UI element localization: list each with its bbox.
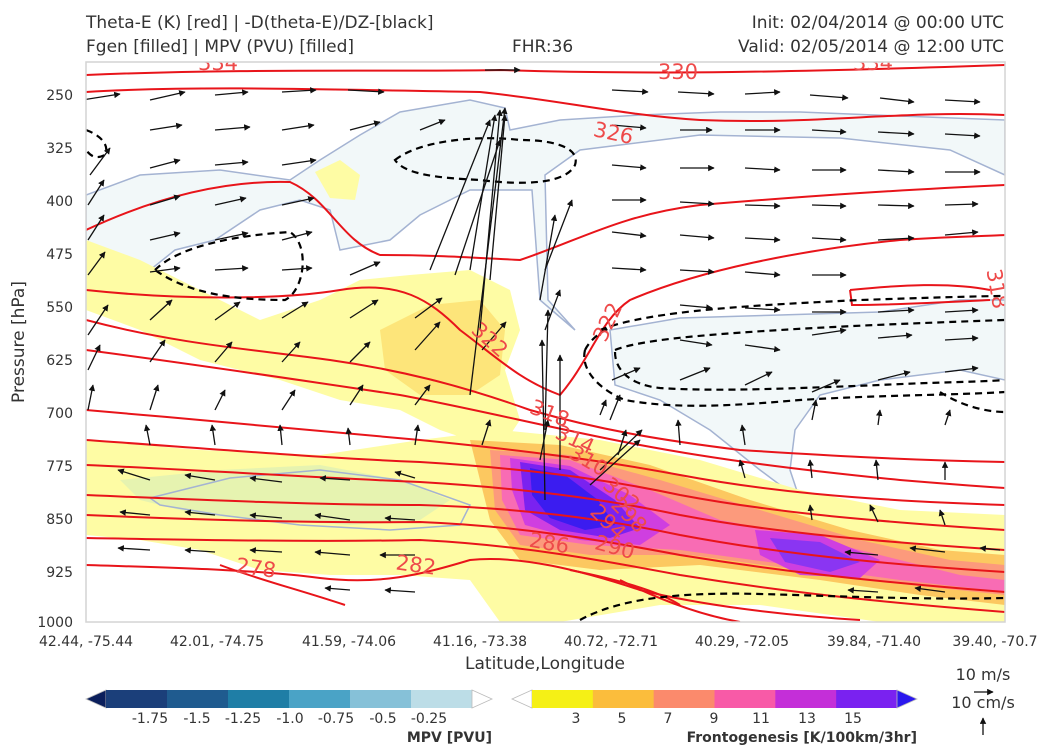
mpv-tick: -1.5: [183, 711, 210, 727]
fgen-colorbar-cell: [653, 690, 715, 708]
mpv-tick: -0.25: [411, 711, 447, 727]
mpv-colorbar-cell: [289, 690, 351, 708]
x-tick-label: 41.59, -74.06: [302, 634, 396, 650]
fgen-colorbar-label: Frontogenesis [K/100km/3hr]: [687, 730, 917, 746]
fgen-colorbar-cell: [714, 690, 776, 708]
theta-e-label: 318: [982, 267, 1013, 311]
x-tick-labels: 42.44, -75.44 42.01, -74.75 41.59, -74.0…: [39, 634, 1038, 650]
theta-e-contours: [86, 64, 1005, 622]
plot-frame: [85, 61, 1006, 623]
mpv-tick: -0.75: [318, 711, 354, 727]
forecast-hour: FHR:36: [512, 37, 574, 57]
x-tick-label: 39.84, -71.40: [827, 634, 921, 650]
y-tick-label: 850: [46, 512, 73, 528]
theta-e-label: 330: [658, 60, 698, 84]
y-tick-label: 925: [46, 565, 73, 581]
wind-key-vertical: 10 cm/s: [951, 693, 1015, 712]
mpv-colorbar-right-extend: [471, 689, 493, 709]
y-tick-label: 250: [46, 88, 73, 104]
fgen-colorbar-left-extend: [511, 689, 533, 709]
y-tick-label: 1000: [37, 615, 73, 631]
fgen-colorbar-cell: [775, 690, 837, 708]
mpv-colorbar-cell: [350, 690, 412, 708]
mpv-colorbar: -1.75 -1.5 -1.25 -1.0 -0.75 -0.5 -0.25 M…: [85, 689, 493, 746]
mpv-colorbar-cell: [228, 690, 290, 708]
fgen-colorbar-right-extend: [896, 689, 918, 709]
title-line-2: Fgen [filled] | MPV (PVU) [filled]: [86, 37, 355, 57]
x-tick-label: 41.16, -73.38: [433, 634, 527, 650]
mpv-colorbar-label: MPV [PVU]: [407, 730, 492, 746]
y-tick-labels: 250 325 400 475 550 625 700 775 850 925 …: [37, 88, 73, 631]
mpv-fill-upper: [86, 99, 1005, 331]
init-time: Init: 02/04/2014 @ 00:00 UTC: [751, 13, 1004, 33]
x-tick-label: 40.29, -72.05: [695, 634, 789, 650]
mpv-colorbar-cell: [167, 690, 229, 708]
mpv-tick: -1.0: [276, 711, 303, 727]
theta-e-label: 278: [234, 553, 277, 582]
y-tick-label: 625: [46, 353, 73, 369]
fgen-pink: [500, 455, 1005, 592]
y-tick-label: 700: [46, 406, 73, 422]
title-line-1: Theta-E (K) [red] | -D(theta-E)/DZ-[blac…: [86, 13, 434, 33]
mpv-tick: -0.5: [369, 711, 396, 727]
x-tick-label: 40.72, -72.71: [564, 634, 658, 650]
fgen-tick: 3: [572, 711, 581, 727]
y-tick-label: 550: [46, 300, 73, 316]
mpv-tick: -1.75: [132, 711, 168, 727]
mpv-colorbar-cell: [106, 690, 168, 708]
fgen-orange-upper: [380, 300, 505, 395]
fgen-tick: 13: [798, 711, 816, 727]
stability-contours: [86, 128, 1005, 621]
y-tick-label: 325: [46, 141, 73, 157]
theta-e-label: 334: [198, 51, 238, 75]
y-tick-label: 400: [46, 194, 73, 210]
x-tick-label: 42.01, -74.75: [170, 634, 264, 650]
fgen-colorbar-cell: [532, 690, 594, 708]
y-axis-label: Pressure [hPa]: [9, 281, 29, 403]
theta-e-label: 282: [394, 550, 437, 579]
wind-key: 10 m/s 10 cm/s: [951, 665, 1015, 735]
fgen-tick: 11: [752, 711, 770, 727]
x-tick-label: 39.40, -70.7: [952, 634, 1037, 650]
fgen-tick: 15: [844, 711, 862, 727]
fgen-tick: 7: [664, 711, 673, 727]
wind-vectors: [86, 66, 1001, 594]
x-axis-label: Latitude,Longitude: [465, 654, 625, 674]
fgen-tick: 9: [710, 711, 719, 727]
fgen-tick: 5: [618, 711, 627, 727]
fgen-yellow-small: [315, 160, 360, 200]
mpv-colorbar-cell: [411, 690, 473, 708]
y-tick-label: 775: [46, 459, 73, 475]
theta-e-label: 334: [853, 51, 893, 75]
wind-key-horizontal: 10 m/s: [956, 665, 1011, 684]
x-tick-label: 42.44, -75.44: [39, 634, 133, 650]
fgen-colorbar-cell: [836, 690, 898, 708]
y-tick-label: 475: [46, 247, 73, 263]
mpv-tick-labels: -1.75 -1.5 -1.25 -1.0 -0.75 -0.5 -0.25: [132, 711, 447, 727]
mpv-colorbar-left-extend: [85, 689, 107, 709]
fgen-tick-labels: 3 5 7 9 11 13 15: [572, 711, 862, 727]
fgen-colorbar: 3 5 7 9 11 13 15 Frontogenesis [K/100km/…: [511, 689, 918, 746]
valid-time: Valid: 02/05/2014 @ 12:00 UTC: [738, 37, 1004, 57]
fgen-colorbar-cell: [592, 690, 655, 708]
mpv-tick: -1.25: [225, 711, 261, 727]
